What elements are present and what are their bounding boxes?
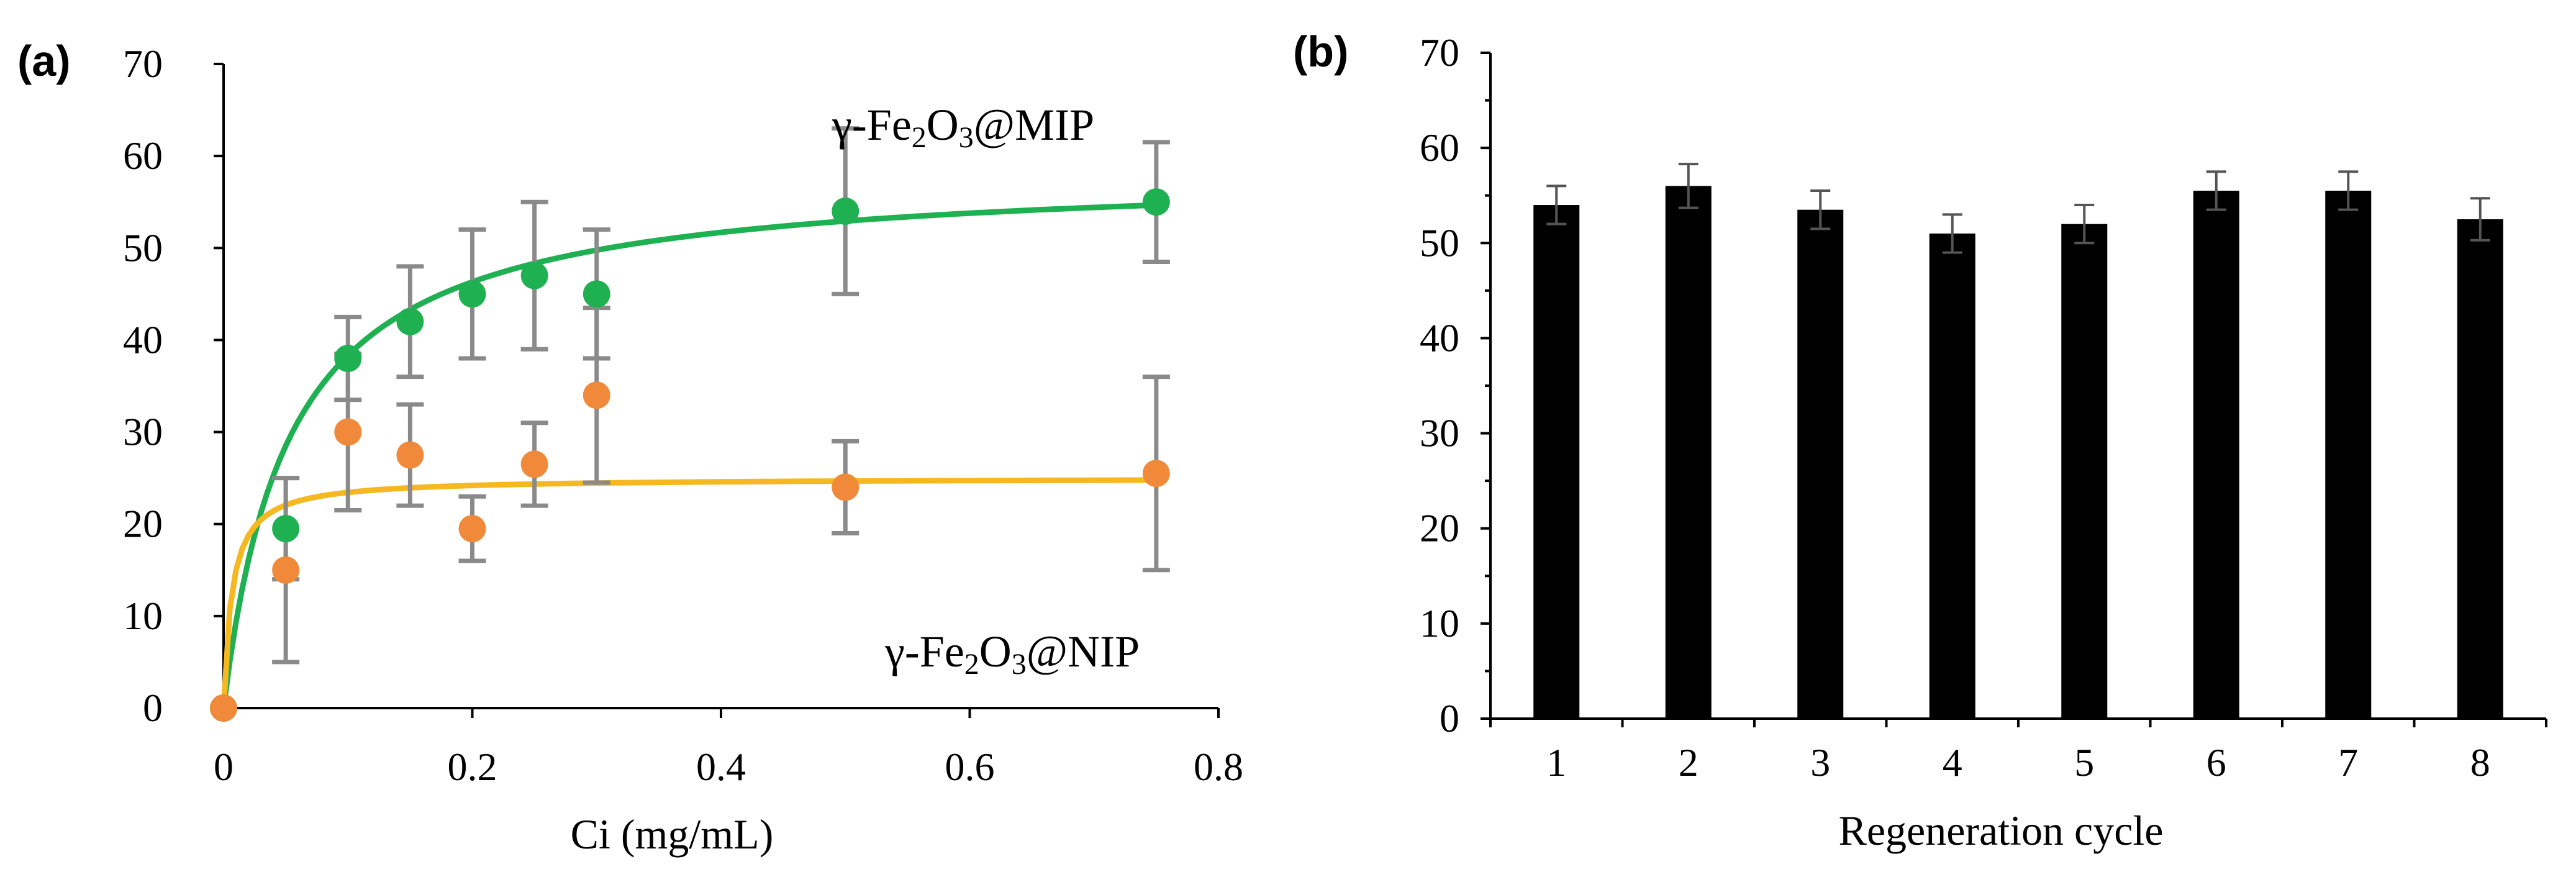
- panel-a-y-tick-label: 10: [123, 594, 163, 638]
- panel-b-x-tick-label: 7: [2338, 740, 2358, 784]
- fit-curve-nip: [220, 477, 1156, 709]
- data-point-mip: [1142, 188, 1170, 216]
- panel-b-x-axis-title: Regeneration cycle: [1839, 807, 2164, 854]
- panel-a-x-tick-label: 0.2: [448, 745, 497, 789]
- panel-a-fit-curves: [220, 202, 1157, 709]
- bar-cycle-3: [1797, 209, 1844, 719]
- bar-cycle-6: [2193, 191, 2239, 719]
- bar-cycle-8: [2457, 219, 2503, 719]
- panel-b-axes: 0 10 20 30 40 50 60 70 1 2 3 4 5 6 7 8: [1420, 30, 2547, 784]
- data-point-nip: [1142, 460, 1170, 488]
- panel-b-y-tick-label: 0: [1440, 696, 1459, 740]
- panel-a-x-tick-label: 0: [214, 745, 234, 789]
- panel-b-x-tick-label: 2: [1679, 740, 1698, 784]
- panel-a-y-tick-label: 50: [123, 225, 163, 270]
- data-point-nip: [458, 515, 486, 543]
- panel-a-x-tick-label: 0.6: [945, 745, 995, 789]
- data-point-mip: [520, 261, 548, 289]
- data-point-mip: [458, 280, 486, 308]
- panel-b-x-tick-label: 4: [1943, 740, 1962, 784]
- panel-a-x-axis-title: Ci (mg/mL): [571, 811, 774, 858]
- data-point-nip: [832, 473, 859, 501]
- panel-b-y-tick-label: 60: [1420, 125, 1459, 170]
- panel-a-y-tick-label: 60: [123, 134, 163, 178]
- panel-b-y-tick-label: 30: [1420, 411, 1459, 455]
- panel-a-y-tick-label: 70: [123, 42, 163, 86]
- panel-a-label: (a): [17, 37, 71, 85]
- panel-a-y-tick-label: 0: [143, 686, 163, 730]
- panel-b-y-tick-label: 20: [1420, 506, 1459, 550]
- data-point-nip: [583, 381, 610, 409]
- data-point-nip: [210, 694, 237, 722]
- bar-cycle-2: [1665, 186, 1712, 719]
- panel-b-y-tick-label: 70: [1420, 30, 1459, 75]
- panel-b-bars: [1533, 186, 2503, 719]
- panel-a-x-tick-label: 0.4: [696, 745, 746, 789]
- data-point-mip: [334, 345, 362, 373]
- panel-b-y-tick-label: 10: [1420, 601, 1459, 645]
- data-point-mip: [583, 280, 610, 308]
- panel-a-x-tick-label: 0.8: [1194, 745, 1243, 789]
- panel-b-x-tick-label: 1: [1546, 740, 1566, 784]
- panel-b-x-tick-label: 8: [2470, 740, 2490, 784]
- panel-b-error-bars: [1546, 163, 2490, 254]
- series-label-nip: γ-Fe2O3@NIP: [884, 627, 1140, 681]
- panel-a-data-points: [210, 188, 1170, 722]
- panel-b-x-tick-label: 3: [1810, 740, 1830, 784]
- panel-a-y-tick-label: 30: [123, 410, 163, 454]
- panel-a-error-bars: [272, 126, 1170, 665]
- bar-cycle-5: [2061, 224, 2108, 719]
- panel-a-adsorption-isotherm: (a) 0 10 20 30 40 50 60 70 0 0.2 0.4 0.6 0.8 Ci (mg/…: [17, 37, 1243, 858]
- panel-b-y-tick-label: 50: [1420, 220, 1459, 265]
- panel-b-x-tick-label: 6: [2206, 740, 2226, 784]
- data-point-mip: [396, 307, 424, 335]
- data-point-nip: [520, 450, 548, 478]
- data-point-nip: [334, 418, 362, 446]
- panel-a-axes: 0 10 20 30 40 50 60 70 0 0.2 0.4 0.6 0.8: [123, 42, 1243, 789]
- panel-b-x-tick-label: 5: [2074, 740, 2094, 784]
- data-point-mip: [272, 515, 300, 543]
- data-point-nip: [272, 556, 300, 584]
- panel-a-y-tick-label: 20: [123, 502, 163, 546]
- panel-b-regeneration-bars: (b) 0 10 20 30 40 50 60 70 1 2 3 4 5 6 7 8 Regeneration…: [1293, 27, 2547, 854]
- bar-cycle-7: [2325, 191, 2372, 719]
- data-point-nip: [396, 441, 424, 469]
- bar-cycle-4: [1929, 233, 1975, 719]
- fit-curve-mip: [220, 202, 1157, 709]
- panel-b-y-tick-label: 40: [1420, 316, 1459, 360]
- panel-b-label: (b): [1293, 27, 1348, 76]
- data-point-mip: [832, 198, 859, 225]
- bar-cycle-1: [1533, 205, 1580, 719]
- panel-a-y-tick-label: 40: [123, 317, 163, 361]
- series-label-mip: γ-Fe2O3@MIP: [832, 100, 1094, 154]
